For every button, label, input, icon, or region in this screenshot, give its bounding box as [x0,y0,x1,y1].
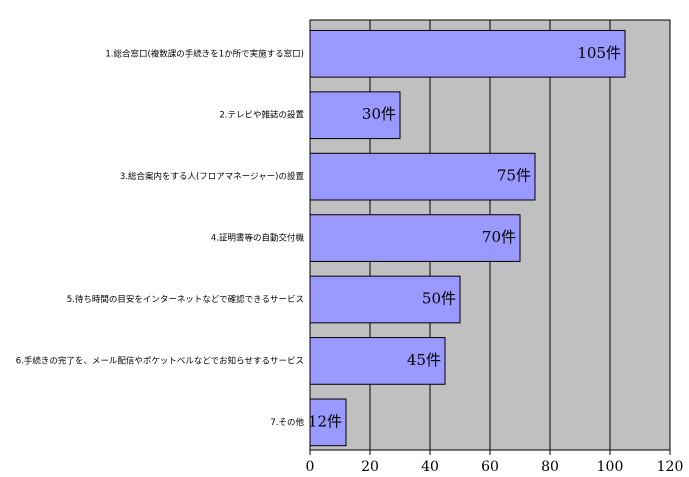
y-tick-label: 1.総合窓口(複数課の手続きを1か所で実施する窓口) [105,48,304,59]
y-tick-label: 4.証明書等の自動交付機 [211,233,305,244]
x-tick-label: 60 [481,459,499,475]
y-tick-label: 3.総合案内をする人(フロアマネージャー)の設置 [120,171,305,182]
value-label: 75件 [497,167,531,185]
value-label: 105件 [577,44,621,62]
y-tick-label: 7.その他 [270,417,304,428]
bar [309,152,536,201]
value-label: 50件 [422,290,456,308]
y-tick-label: 6.手続きの完了を、メール配信やポケットベルなどでお知らせするサービス [16,355,304,366]
x-tick-label: 20 [361,459,379,475]
value-label: 12件 [308,412,342,430]
value-label: 30件 [362,105,396,123]
bar [309,91,401,140]
bar [309,398,347,447]
y-tick-label: 2.テレビや雑誌の設置 [219,110,304,121]
x-tick-label: 40 [421,459,439,475]
x-tick-label: 120 [657,459,684,475]
bar [309,337,446,385]
x-tick-label: 100 [597,459,624,475]
value-label: 70件 [482,228,516,246]
value-label: 45件 [407,351,441,369]
x-tick-label: 80 [541,459,559,475]
x-tick-label: 0 [306,459,315,475]
bar [309,214,521,262]
bar [309,275,461,324]
y-tick-label: 5.待ち時間の目安をインターネットなどで確認できるサービス [67,294,304,305]
bar [309,29,626,78]
